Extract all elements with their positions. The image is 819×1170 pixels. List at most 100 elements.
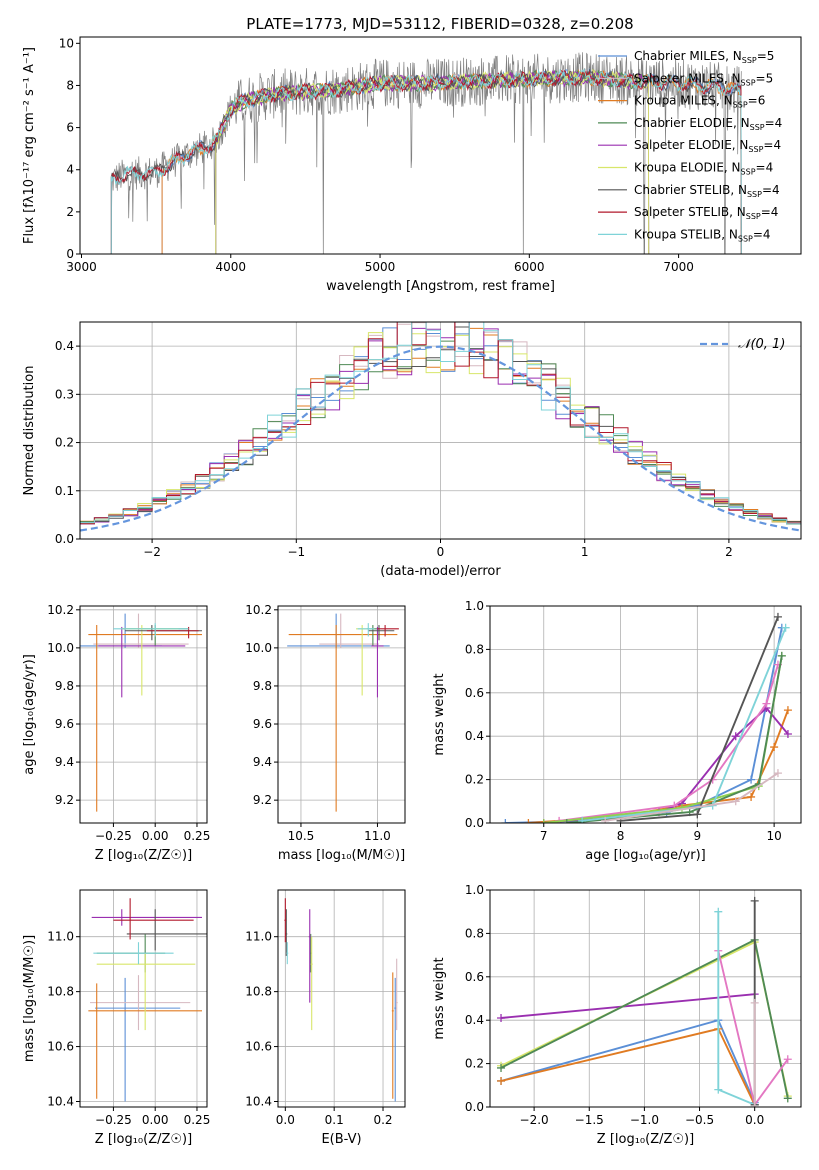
data-marker <box>562 819 571 823</box>
y-tick-label: 9.6 <box>55 717 74 731</box>
x-tick-label: 9 <box>694 829 702 843</box>
x-tick-label: 10.5 <box>288 829 315 843</box>
legend-subscript: SSP <box>742 56 757 65</box>
legend-entry: Kroupa MILES, NSSP=6 <box>634 94 765 110</box>
x-axis-label: age [log₁₀(age/yr)] <box>585 848 706 863</box>
y-axis-label: mass [log₁₀(M/M☉)] <box>22 935 37 1062</box>
y-tick-label: 0.8 <box>465 642 484 656</box>
x-tick-label: 7000 <box>663 260 694 274</box>
massweight-vs-age-axes: 7 8 9 10 0.0 0.2 0.4 0.6 0.8 1.0 age [log₁₀(age/yr… <box>432 599 802 863</box>
y-tick-label: 9.6 <box>253 717 272 731</box>
x-tick-label: 11.0 <box>364 829 391 843</box>
x-tick-label: 0.00 <box>142 1113 169 1127</box>
x-axis-label: Z [log₁₀(Z/Z☉)] <box>95 1132 192 1147</box>
legend-subscript: SSP <box>733 101 748 110</box>
legend-value: =5 <box>756 71 774 85</box>
residual-histogram <box>80 322 801 525</box>
legend-subscript: SSP <box>741 78 756 87</box>
residuals-axes: −2 −1 0 1 2 0.0 0.1 0.2 0.3 0.4 (data-model)/error… <box>22 321 802 579</box>
legend-entry: Salpeter ELODIE, NSSP=4 <box>634 138 781 154</box>
y-tick-label: 0.0 <box>465 1100 484 1114</box>
y-tick-label: 10.6 <box>47 1040 74 1054</box>
y-tick-label: 9.4 <box>253 755 272 769</box>
y-tick-label: 4 <box>66 163 74 177</box>
y-tick-label: 9.8 <box>253 679 272 693</box>
data-marker <box>747 775 756 784</box>
data-marker <box>501 819 510 823</box>
y-tick-label: 10.0 <box>245 641 272 655</box>
plot-area <box>80 613 202 812</box>
y-tick-label: 1.0 <box>465 883 484 897</box>
y-tick-label: 0.8 <box>465 926 484 940</box>
data-marker <box>497 1014 506 1023</box>
y-tick-label: 10 <box>59 36 74 50</box>
legend-entry: Salpeter MILES, NSSP=5 <box>634 71 773 87</box>
age-vs-metallicity-axes: −0.25 0.00 0.25 9.2 9.4 9.6 9.8 10.0 10.2 Z [log₁… <box>22 603 210 863</box>
x-axis-label: Z [log₁₀(Z/Z☉)] <box>597 1132 694 1147</box>
legend-value: =4 <box>753 227 771 241</box>
x-tick-label: 0.25 <box>184 1113 211 1127</box>
y-tick-label: 10.8 <box>245 985 272 999</box>
y-tick-label: 0.4 <box>55 339 74 353</box>
legend-subscript: SSP <box>741 168 756 177</box>
y-tick-label: 0.3 <box>55 387 74 401</box>
x-axis-label: Z [log₁₀(Z/Z☉)] <box>95 848 192 863</box>
data-marker <box>750 1103 759 1107</box>
x-tick-label: 4000 <box>215 260 246 274</box>
data-marker <box>539 819 548 823</box>
plot-area <box>287 613 399 812</box>
mass-vs-ebv-axes: 0.0 0.1 0.2 10.4 10.6 10.8 11.0 E(B-V) <box>245 889 406 1147</box>
y-axis-label: age [log₁₀(age/yr)] <box>22 654 37 775</box>
data-marker <box>601 816 610 823</box>
x-tick-label: 0.0 <box>276 1113 295 1127</box>
age-vs-mass-axes: 10.5 11.0 9.2 9.4 9.6 9.8 10.0 10.2 mass [log₁₀(… <box>245 603 406 863</box>
x-axis-label: (data-model)/error <box>380 564 501 579</box>
legend-value: =4 <box>762 183 780 197</box>
x-tick-label: 0 <box>437 545 445 559</box>
y-tick-label: 10.4 <box>245 1095 272 1109</box>
model-spectrum <box>110 69 742 254</box>
data-marker <box>524 819 533 823</box>
residual-histogram <box>80 322 801 525</box>
axes-frame <box>489 605 802 824</box>
legend-value: =5 <box>757 49 775 63</box>
data-marker <box>770 743 779 752</box>
data-marker <box>783 1094 792 1103</box>
legend-value: =6 <box>748 94 766 108</box>
model-spectrum <box>161 69 742 254</box>
y-tick-label: 0.6 <box>465 686 484 700</box>
y-tick-label: 0.6 <box>465 970 484 984</box>
y-tick-label: 0.2 <box>465 773 484 787</box>
y-tick-label: 0.0 <box>465 816 484 830</box>
data-marker <box>497 1076 506 1085</box>
plot-area <box>88 898 207 1102</box>
mass-weight-line <box>717 911 756 1106</box>
y-tick-label: 0.0 <box>55 532 74 546</box>
y-tick-label: 9.2 <box>253 793 272 807</box>
x-tick-label: 10 <box>766 829 781 843</box>
data-marker <box>783 730 792 739</box>
y-axis-label: Flux [fλ10⁻¹⁷ erg cm⁻² s⁻¹ A⁻¹] <box>22 47 37 244</box>
y-tick-label: 10.8 <box>47 985 74 999</box>
x-tick-label: 0.00 <box>142 829 169 843</box>
y-axis-label: Normed distribution <box>22 366 37 496</box>
x-tick-label: −2.0 <box>520 1113 549 1127</box>
data-marker <box>714 907 723 916</box>
x-tick-label: 0.2 <box>373 1113 392 1127</box>
legend-subscript: SSP <box>748 145 763 154</box>
data-marker <box>731 732 740 741</box>
x-tick-label: −1.0 <box>630 1113 659 1127</box>
plot-area <box>80 322 801 532</box>
y-tick-label: 0.4 <box>465 729 484 743</box>
data-marker <box>762 699 771 708</box>
legend-subscript: SSP <box>738 234 753 243</box>
gaussian-curve <box>80 345 801 532</box>
data-marker <box>714 1085 723 1094</box>
x-tick-label: 0.1 <box>325 1113 344 1127</box>
mass-vs-metallicity-axes: −0.25 0.00 0.25 10.4 10.6 10.8 11.0 Z [log₁₀(Z/… <box>22 889 211 1147</box>
axes-frame <box>79 605 208 824</box>
legend-subscript: SSP <box>746 212 761 221</box>
data-marker <box>750 896 759 905</box>
model-spectrum <box>215 69 650 254</box>
